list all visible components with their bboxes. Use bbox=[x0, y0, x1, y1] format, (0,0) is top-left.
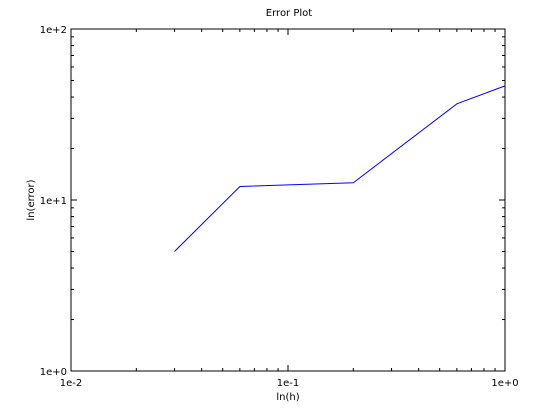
y-tick-label: 1e+2 bbox=[40, 25, 67, 36]
axis-ticks bbox=[70, 28, 506, 372]
y-axis-label: ln(error) bbox=[26, 179, 37, 220]
x-tick-label: 1e-1 bbox=[277, 378, 300, 389]
series-line-0 bbox=[174, 85, 506, 252]
axis-tick-labels: 1e-2 1e-1 1e+0 1e+0 1e+1 1e+2 bbox=[40, 25, 519, 389]
x-tick-label: 1e-2 bbox=[60, 378, 83, 389]
x-tick-label: 1e+0 bbox=[491, 378, 518, 389]
data-series bbox=[174, 85, 506, 252]
plot-area bbox=[70, 28, 506, 372]
x-axis-label: ln(h) bbox=[276, 392, 299, 403]
chart-title: Error Plot bbox=[266, 8, 312, 19]
y-tick-label: 1e+0 bbox=[40, 367, 67, 378]
y-tick-label: 1e+1 bbox=[40, 196, 67, 207]
